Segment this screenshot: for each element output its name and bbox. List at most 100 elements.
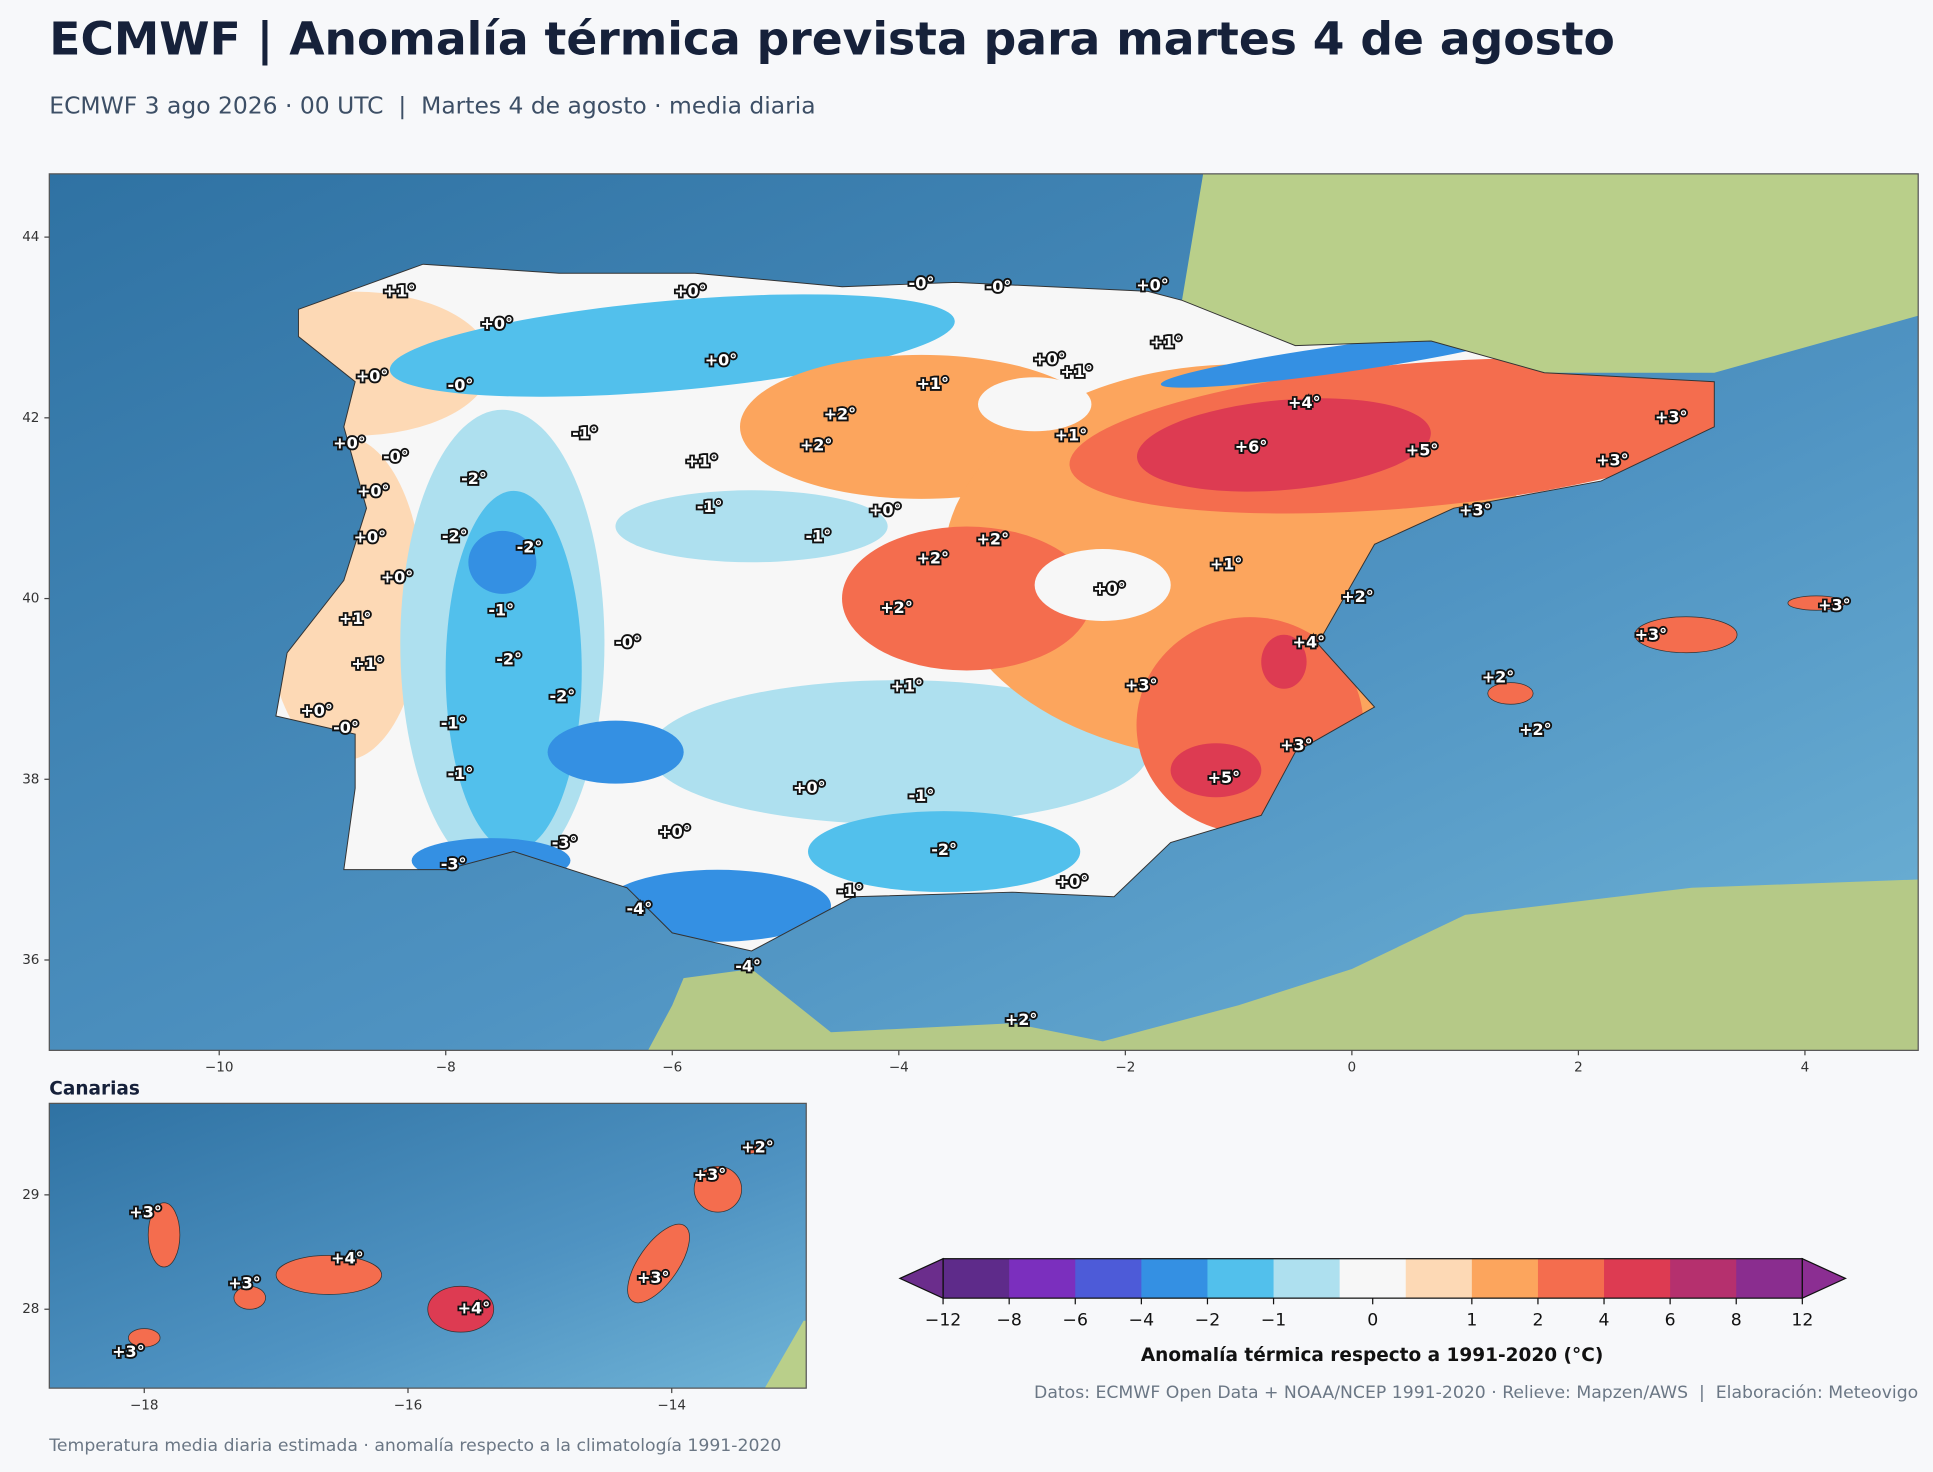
x-tick-label: −18 xyxy=(130,1397,159,1413)
anomaly-label: +1° xyxy=(1210,555,1243,574)
y-tick-label: 44 xyxy=(22,229,39,245)
island xyxy=(743,1144,758,1155)
anomaly-label: -0° xyxy=(986,277,1012,296)
canarias-map: +3° +3° +4° +4° +3° +3° +2° +3° xyxy=(49,1103,807,1389)
anomaly-area xyxy=(842,526,1092,671)
anomaly-label: -4° xyxy=(627,899,653,918)
anomaly-label: +1° xyxy=(339,609,372,628)
colorbar-tick-label: −2 xyxy=(1195,1310,1220,1330)
colorbar-swatch xyxy=(1141,1258,1209,1299)
anomaly-label: +4° xyxy=(1288,393,1321,412)
anomaly-label: +0° xyxy=(869,500,902,519)
inset-frame xyxy=(48,1102,807,1389)
colorbar-tick-label: −4 xyxy=(1129,1310,1154,1330)
anomaly-label: -2° xyxy=(442,527,468,546)
anomaly-label: -0° xyxy=(909,274,935,293)
anomaly-label: +3° xyxy=(1125,676,1158,695)
anomaly-label: -3° xyxy=(441,855,467,874)
anomaly-label: -0° xyxy=(448,376,474,395)
anomaly-label: +0° xyxy=(658,822,691,841)
anomaly-label: +2° xyxy=(1519,720,1552,739)
island xyxy=(128,1328,161,1348)
anomaly-area xyxy=(978,377,1092,432)
anomaly-label: +2° xyxy=(800,435,833,454)
colorbar-swatch xyxy=(1537,1258,1605,1299)
anomaly-area xyxy=(615,490,888,563)
iberia-coast xyxy=(275,263,1715,952)
anomaly-label: +1° xyxy=(890,677,923,696)
island xyxy=(233,1285,266,1310)
map-frame xyxy=(48,173,1919,1051)
anomaly-area xyxy=(1261,634,1307,689)
colorbar-tick-label: 12 xyxy=(1791,1310,1813,1330)
anomaly-area xyxy=(547,720,684,784)
colorbar-tick-label: 0 xyxy=(1367,1310,1378,1330)
colorbar-tick-label: 4 xyxy=(1599,1310,1610,1330)
africa xyxy=(648,879,1919,1051)
anomaly-area xyxy=(1136,398,1431,492)
anomaly-label: +3° xyxy=(129,1203,162,1222)
anomaly-label: +1° xyxy=(1055,425,1088,444)
colorbar-tick-label: 1 xyxy=(1466,1310,1477,1330)
anomaly-label: -0° xyxy=(615,632,641,651)
france xyxy=(1181,173,1919,373)
y-tick-label: 42 xyxy=(22,410,39,426)
island xyxy=(275,1255,383,1295)
anomaly-label: +1° xyxy=(1060,362,1093,381)
anomaly-label: +3° xyxy=(1818,595,1851,614)
anomaly-label: +0° xyxy=(381,567,414,586)
anomaly-label: +3° xyxy=(1596,451,1629,470)
anomaly-area xyxy=(1170,743,1262,798)
colorbar-swatch xyxy=(1075,1258,1142,1299)
colorbar-swatch xyxy=(1273,1258,1341,1299)
colorbar-swatch xyxy=(1670,1258,1737,1299)
colorbar-tick-label: −12 xyxy=(925,1310,961,1330)
anomaly-label: -2° xyxy=(931,840,957,859)
anomaly-label: +0° xyxy=(356,367,389,386)
colorbar-swatch xyxy=(1736,1258,1803,1299)
island xyxy=(627,1223,690,1304)
anomaly-label: +1° xyxy=(685,452,718,471)
island xyxy=(1487,682,1534,705)
island xyxy=(147,1202,181,1268)
colorbar-swatch xyxy=(1207,1258,1275,1299)
anomaly-label: -1° xyxy=(572,424,598,443)
anomaly-label: +3° xyxy=(112,1342,145,1361)
anomaly-label: +0° xyxy=(480,314,513,333)
colorbar-swatch xyxy=(943,1258,1010,1299)
anomaly-label: +0° xyxy=(354,528,387,547)
anomaly-label: +2° xyxy=(917,548,950,567)
anomaly-label: +4° xyxy=(1293,632,1326,651)
anomaly-label: +3° xyxy=(637,1268,670,1287)
colorbar-tick-label: −8 xyxy=(996,1310,1021,1330)
anomaly-label: +0° xyxy=(793,778,826,797)
x-tick-label: −10 xyxy=(205,1060,234,1076)
x-tick-label: −6 xyxy=(662,1060,682,1076)
y-tick-label: 40 xyxy=(22,591,39,607)
island xyxy=(1787,595,1845,611)
anomaly-label: +2° xyxy=(741,1137,774,1156)
island xyxy=(1634,616,1738,654)
iberia-field xyxy=(275,264,1715,951)
anomaly-label: +4° xyxy=(458,1299,491,1318)
anomaly-label: +2° xyxy=(880,598,913,617)
anomaly-label: +0° xyxy=(1093,579,1126,598)
title: ECMWF | Anomalía térmica prevista para m… xyxy=(49,12,1615,66)
x-tick-label: −4 xyxy=(889,1060,909,1076)
colorbar-swatch xyxy=(1009,1258,1076,1299)
credits: Datos: ECMWF Open Data + NOAA/NCEP 1991-… xyxy=(1034,1383,1918,1403)
y-tick-label: 29 xyxy=(22,1187,39,1203)
anomaly-label: -1° xyxy=(448,764,474,783)
anomaly-label: -1° xyxy=(488,601,514,620)
y-tick-label: 38 xyxy=(22,771,39,787)
anomaly-label: -1° xyxy=(837,881,863,900)
anomaly-label: +2° xyxy=(1482,668,1515,687)
anomaly-area xyxy=(468,530,537,594)
anomaly-area xyxy=(1160,330,1521,388)
anomaly-label: -1° xyxy=(697,497,723,516)
colorbar-swatch xyxy=(1339,1258,1407,1299)
anomaly-label: +0° xyxy=(333,434,366,453)
anomaly-label: +1° xyxy=(917,374,950,393)
x-tick-label: −16 xyxy=(394,1397,423,1413)
